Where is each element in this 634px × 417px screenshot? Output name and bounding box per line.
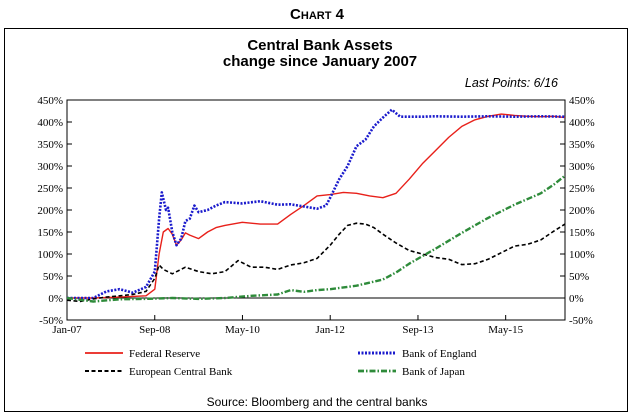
y-tick-label-left: 150%	[37, 227, 63, 239]
y-tick-label-right: -50%	[569, 315, 593, 327]
y-tick-label-right: 50%	[569, 271, 589, 283]
axes: -50% -50% 0% 0% 50% 50% 100% 100% 150% 150% 200% 20…	[37, 95, 594, 336]
series-european-central-bank	[66, 222, 566, 303]
y-tick-label-right: 300%	[569, 161, 595, 173]
legend-label: Bank of Japan	[402, 366, 465, 378]
y-tick-label-left: 300%	[37, 161, 63, 173]
plot-area-border	[66, 99, 566, 321]
y-tick-label-left: 0%	[48, 293, 63, 305]
x-tick-label: May-10	[225, 324, 260, 336]
legend: Federal Reserve Bank of England European C…	[85, 348, 477, 378]
chart-heading: Chart 4	[290, 6, 344, 23]
y-tick-label-right: 400%	[569, 117, 595, 129]
last-points-annotation: Last Points: 6/16	[465, 76, 558, 90]
y-tick-label-right: 250%	[569, 183, 595, 195]
chart-title: Central Bank Assets	[247, 37, 392, 54]
y-tick-label-right: 200%	[569, 205, 595, 217]
x-tick-label: May-15	[488, 324, 523, 336]
legend-label: Federal Reserve	[129, 348, 200, 360]
series-bank-of-japan	[66, 174, 566, 303]
x-tick-label: Jan-12	[316, 324, 345, 336]
legend-label: Bank of England	[402, 348, 477, 360]
x-tick-label: Jan-07	[52, 324, 82, 336]
x-tick-label: Sep-13	[402, 324, 434, 336]
y-tick-label-left: 450%	[37, 95, 63, 107]
source-note: Source: Bloomberg and the central banks	[207, 395, 428, 409]
y-tick-label-left: 200%	[37, 205, 63, 217]
y-tick-label-right: 150%	[569, 227, 595, 239]
plot-lines	[66, 108, 566, 303]
legend-label: European Central Bank	[129, 366, 233, 378]
y-tick-label-left: 250%	[37, 183, 63, 195]
series-bank-of-england	[67, 108, 566, 300]
x-tick-label: Sep-08	[139, 324, 171, 336]
y-tick-label-left: -50%	[39, 315, 63, 327]
chart-subtitle: change since January 2007	[223, 53, 417, 70]
series-federal-reserve	[67, 113, 566, 299]
y-tick-label-right: 100%	[569, 249, 595, 261]
y-tick-label-right: 350%	[569, 139, 595, 151]
y-tick-label-right: 0%	[569, 293, 584, 305]
chart-frame	[4, 28, 628, 412]
y-tick-label-left: 50%	[43, 271, 63, 283]
y-tick-label-left: 350%	[37, 139, 63, 151]
y-tick-label-left: 400%	[37, 117, 63, 129]
y-tick-label-right: 450%	[569, 95, 595, 107]
y-tick-label-left: 100%	[37, 249, 63, 261]
